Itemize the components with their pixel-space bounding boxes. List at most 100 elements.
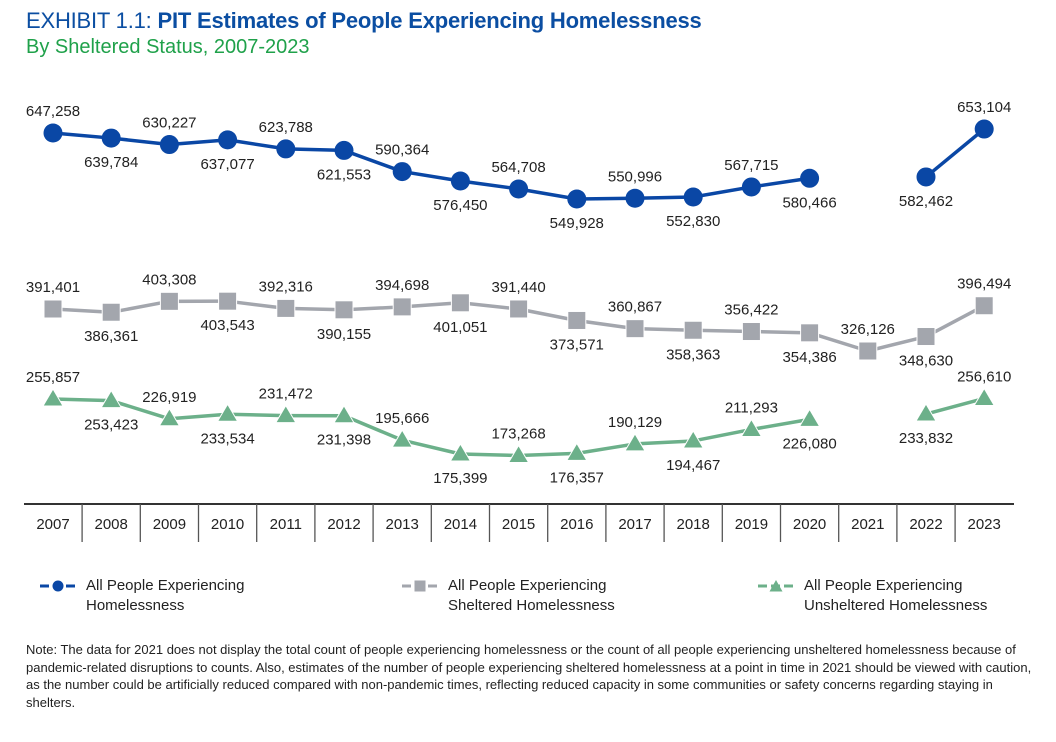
data-point-circle	[683, 187, 703, 207]
series-line-segment	[342, 305, 404, 312]
series-line-segment	[749, 329, 812, 335]
series-line-segment	[109, 299, 172, 314]
data-point-triangle	[274, 404, 297, 424]
data-point-triangle	[798, 408, 821, 427]
x-tick-label: 2009	[153, 516, 186, 533]
x-tick-label: 2011	[270, 516, 302, 533]
x-tick-label: 2017	[618, 516, 651, 533]
data-label: 190,129	[608, 414, 662, 431]
data-point-circle	[101, 128, 121, 148]
data-point-circle	[916, 167, 936, 187]
data-label: 231,398	[317, 432, 371, 449]
data-label: 623,788	[259, 119, 313, 136]
series-line-segment	[225, 412, 288, 418]
data-point-square	[334, 300, 354, 320]
series-all: 647,258 639,784 630,227 637,077 623,788 621,5…	[26, 99, 1011, 232]
data-point-square	[43, 299, 63, 319]
series-line-segment	[691, 185, 754, 199]
legend-label: All People Experiencing Homelessness	[86, 577, 245, 614]
x-tick-label: 2020	[793, 516, 826, 533]
data-label: 233,832	[899, 430, 953, 447]
data-point-square	[392, 297, 412, 317]
data-label: 403,543	[200, 317, 254, 334]
data-point-triangle	[915, 403, 937, 422]
x-tick-label: 2023	[968, 516, 1001, 533]
data-point-circle	[741, 177, 761, 197]
series-line-segment	[400, 438, 463, 456]
data-point-square	[800, 323, 820, 343]
data-label: 550,996	[608, 168, 662, 185]
data-label: 348,630	[899, 353, 953, 370]
x-tick-label: 2014	[444, 516, 477, 533]
series-line-segment	[51, 307, 113, 314]
series-line-segment	[516, 451, 579, 458]
data-point-triangle	[682, 429, 705, 449]
data-point-triangle	[449, 443, 472, 462]
data-point-circle	[974, 119, 994, 139]
square-marker-icon	[402, 580, 438, 592]
data-point-triangle	[42, 388, 64, 407]
x-tick-label: 2021	[851, 516, 884, 533]
data-label: 233,534	[200, 430, 254, 447]
data-label: 391,440	[491, 279, 545, 296]
data-label: 394,698	[375, 277, 429, 294]
data-label: 653,104	[957, 99, 1011, 116]
data-point-square	[625, 319, 645, 339]
series-line-segment	[749, 176, 812, 189]
data-label: 255,857	[26, 369, 80, 386]
data-point-circle	[625, 188, 645, 208]
data-point-triangle	[100, 389, 123, 409]
series-layer: 647,258 639,784 630,227 637,077 623,788 621,5…	[26, 99, 1011, 487]
data-point-circle	[159, 135, 179, 155]
data-point-square	[974, 296, 994, 316]
data-label: 356,422	[724, 302, 778, 319]
series-sheltered: 391,401 386,361 403,308 403,543 392,316 390,1…	[26, 271, 1011, 369]
data-label: 386,361	[84, 328, 138, 345]
series-line-segment	[516, 187, 579, 201]
data-point-square	[741, 322, 761, 342]
data-point-circle	[43, 123, 63, 143]
data-point-square	[509, 299, 529, 319]
data-point-circle	[276, 139, 296, 159]
legend-item-unsheltered: All People Experiencing Unsheltered Homel…	[756, 576, 987, 616]
data-label: 195,666	[375, 410, 429, 427]
x-tick-label: 2007	[36, 516, 69, 533]
data-label: 354,386	[782, 349, 836, 366]
data-point-triangle	[391, 429, 414, 448]
series-line-segment	[633, 195, 695, 201]
circle-marker-icon	[40, 580, 76, 592]
series-line-segment	[458, 301, 521, 311]
data-point-triangle	[624, 432, 646, 452]
legend-label: All People Experiencing Sheltered Homeles…	[448, 577, 615, 614]
data-label: 253,423	[84, 417, 138, 434]
data-point-square	[101, 302, 121, 322]
data-label: 564,708	[491, 159, 545, 176]
data-point-square	[450, 293, 470, 313]
data-label: 576,450	[433, 197, 487, 214]
data-label: 358,363	[666, 346, 720, 363]
series-line-segment	[400, 169, 463, 183]
triangle-marker-icon	[758, 580, 794, 592]
data-point-square	[683, 320, 703, 340]
series-line-segment	[167, 412, 230, 421]
line-chart: 647,258 639,784 630,227 637,077 623,788 621,5…	[24, 99, 1014, 542]
chart-subtitle: By Sheltered Status, 2007-2023	[26, 36, 310, 58]
series-line-segment	[749, 417, 812, 432]
x-tick-label: 2016	[560, 516, 593, 533]
data-label: 390,155	[317, 326, 371, 343]
data-label: 552,830	[666, 213, 720, 230]
data-label: 590,364	[375, 142, 429, 159]
data-label: 567,715	[724, 157, 778, 174]
data-label: 360,867	[608, 299, 662, 316]
series-line-segment	[225, 299, 288, 311]
series-line-segment	[167, 138, 230, 147]
series-line-segment	[924, 396, 986, 416]
data-point-triangle	[333, 404, 355, 424]
data-label: 403,308	[142, 271, 196, 288]
data-label: 194,467	[666, 457, 720, 474]
x-tick-label: 2010	[211, 516, 244, 533]
data-label: 175,399	[433, 470, 487, 487]
data-point-circle	[450, 171, 470, 191]
data-point-circle	[509, 179, 529, 199]
x-tick-label: 2012	[327, 516, 360, 533]
